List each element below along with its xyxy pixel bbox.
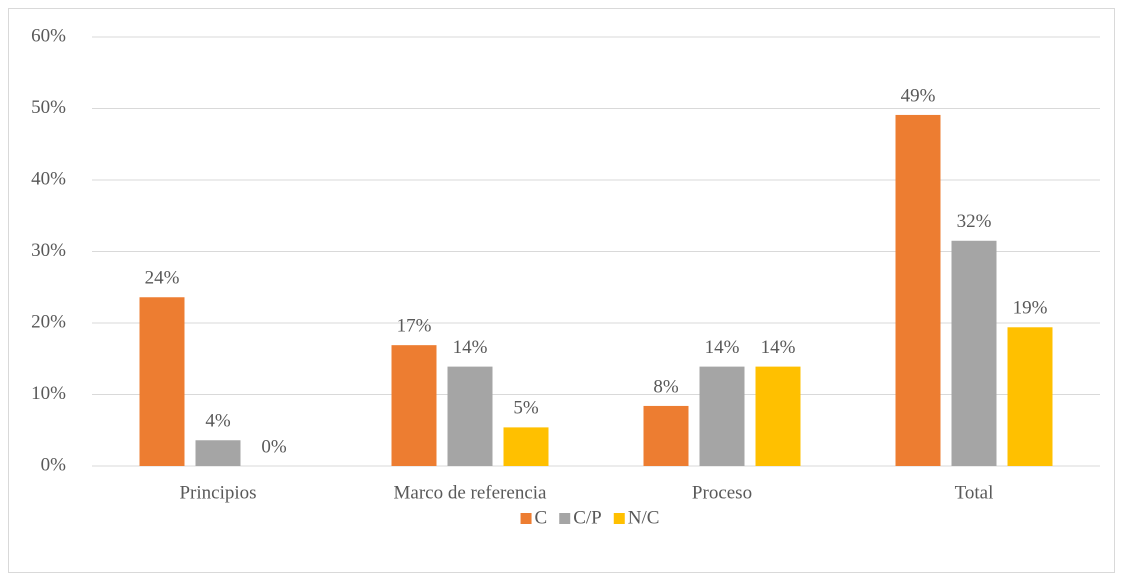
bar bbox=[503, 427, 549, 466]
y-tick-label: 40% bbox=[31, 168, 66, 189]
y-tick-label: 50% bbox=[31, 97, 66, 118]
x-tick-label: Marco de referencia bbox=[394, 482, 548, 503]
legend-swatch bbox=[613, 513, 625, 524]
bar bbox=[755, 366, 801, 466]
legend-label: C/P bbox=[573, 507, 602, 528]
y-tick-label: 10% bbox=[31, 383, 66, 404]
y-tick-label: 30% bbox=[31, 240, 66, 261]
bar bbox=[1007, 327, 1053, 466]
bar bbox=[195, 440, 241, 466]
value-label: 17% bbox=[397, 316, 432, 337]
value-label: 8% bbox=[653, 376, 679, 397]
bar bbox=[391, 345, 437, 466]
bar bbox=[895, 114, 941, 466]
value-label: 14% bbox=[453, 337, 488, 358]
y-tick-label: 60% bbox=[31, 25, 66, 46]
value-label: 32% bbox=[957, 211, 992, 232]
y-tick-label: 20% bbox=[31, 311, 66, 332]
x-tick-label: Principios bbox=[179, 482, 256, 503]
bar bbox=[643, 405, 689, 466]
value-label: 14% bbox=[761, 337, 796, 358]
bar bbox=[447, 366, 493, 466]
value-label: 5% bbox=[513, 398, 539, 419]
x-tick-label: Total bbox=[955, 482, 994, 503]
chart-border bbox=[8, 8, 1115, 573]
bar bbox=[699, 366, 745, 466]
value-label: 24% bbox=[145, 268, 180, 289]
bar bbox=[951, 240, 997, 466]
value-label: 14% bbox=[705, 337, 740, 358]
legend-swatch bbox=[559, 513, 571, 524]
value-label: 19% bbox=[1013, 298, 1048, 319]
value-label: 4% bbox=[205, 411, 231, 432]
x-tick-label: Proceso bbox=[692, 482, 752, 503]
legend-label: C bbox=[535, 507, 548, 528]
value-label: 49% bbox=[901, 85, 936, 106]
y-tick-label: 0% bbox=[41, 454, 67, 475]
bar bbox=[139, 297, 185, 466]
value-label: 0% bbox=[261, 436, 287, 457]
legend-swatch bbox=[520, 513, 532, 524]
legend-label: N/C bbox=[628, 507, 660, 528]
